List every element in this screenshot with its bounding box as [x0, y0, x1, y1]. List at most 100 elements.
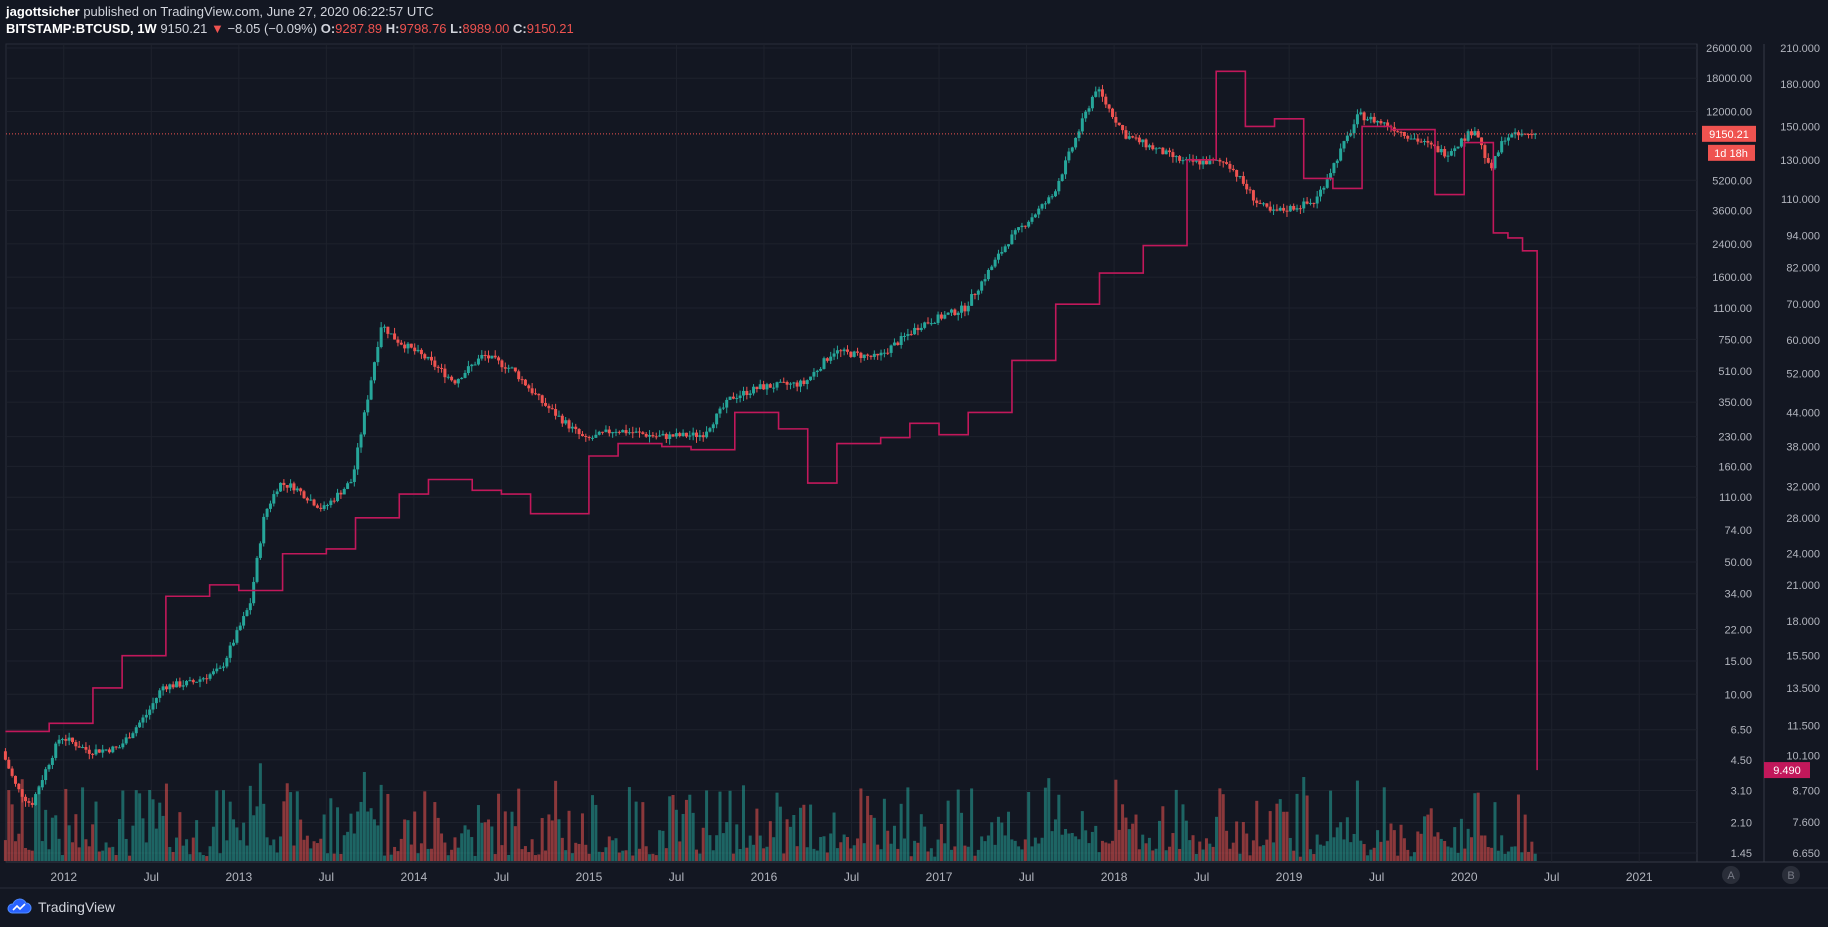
volume-bar: [134, 790, 138, 861]
candle-body: [151, 703, 155, 710]
volume-bar: [1000, 822, 1004, 861]
candle-body: [738, 395, 742, 399]
candle-body: [107, 749, 111, 753]
candle-body: [195, 681, 199, 683]
volume-bar: [1392, 830, 1396, 861]
candle-body: [97, 749, 101, 753]
candle-body: [1486, 157, 1490, 163]
footer-brand[interactable]: TradingView: [6, 898, 115, 916]
volume-bar: [1094, 825, 1098, 861]
candle-body: [346, 483, 350, 489]
volume-bar: [849, 848, 853, 861]
volume-bar: [728, 790, 732, 861]
volume-bar: [1077, 839, 1081, 861]
candle-body: [661, 433, 665, 436]
volume-bar: [1104, 842, 1108, 861]
candle-body: [503, 367, 507, 369]
candle-body: [77, 746, 81, 748]
time-axis-tick-label: Jul: [844, 870, 859, 884]
volume-bar: [614, 838, 618, 861]
candle-body: [232, 642, 236, 646]
volume-bar: [601, 852, 605, 861]
candle-body: [916, 327, 920, 331]
candle-body: [1513, 132, 1517, 135]
volume-bar: [812, 848, 816, 861]
candle-body: [238, 625, 242, 631]
volume-bar: [1198, 841, 1202, 861]
volume-bar: [1423, 816, 1427, 861]
candle-body: [1292, 205, 1296, 210]
left-axis-tick-label: 6.50: [1731, 725, 1752, 737]
volume-bar: [1402, 838, 1406, 861]
volume-bar: [631, 855, 635, 861]
candle-body: [268, 503, 272, 509]
author-name[interactable]: jagottsicher: [6, 4, 80, 19]
candle-body: [292, 483, 296, 491]
candle-body: [114, 746, 118, 748]
volume-bar: [1191, 835, 1195, 861]
volume-bar: [191, 837, 195, 861]
volume-bar: [594, 804, 598, 861]
candle-body: [614, 431, 618, 433]
volume-bar: [289, 792, 293, 861]
volume-bar: [265, 837, 269, 861]
symbol-name[interactable]: BITSTAMP:BTCUSD, 1W: [6, 21, 157, 36]
candle-body: [778, 381, 782, 383]
volume-bar: [366, 811, 370, 861]
volume-bar: [527, 852, 531, 861]
candle-body: [718, 408, 722, 414]
candle-body: [406, 343, 410, 349]
candle-body: [1493, 156, 1497, 169]
volume-bar: [664, 848, 668, 861]
candle-body: [497, 357, 501, 361]
candle-body: [1469, 131, 1473, 136]
volume-bar: [54, 815, 58, 861]
volume-bar: [939, 823, 943, 861]
volume-bar: [446, 855, 450, 861]
volume-bar: [859, 788, 863, 861]
auto-scale-button[interactable]: [1722, 866, 1740, 884]
volume-bar: [1204, 838, 1208, 861]
candle-body: [859, 352, 863, 359]
log-scale-button[interactable]: [1782, 866, 1800, 884]
candle-body: [785, 382, 789, 385]
volume-bar: [966, 846, 970, 861]
volume-bar: [1355, 780, 1359, 861]
volume-bar: [936, 839, 940, 861]
volume-bar: [923, 826, 927, 861]
candle-body: [54, 743, 58, 758]
candle-body: [695, 432, 699, 438]
candle-body: [852, 351, 856, 357]
volume-bar: [1020, 849, 1024, 861]
candle-body: [644, 433, 648, 437]
candle-body: [171, 684, 175, 688]
candle-body: [101, 749, 105, 753]
candle-body: [473, 364, 477, 366]
candle-body: [141, 717, 145, 723]
volume-bar: [1500, 835, 1504, 861]
volume-bar: [470, 837, 474, 861]
candle-body: [1409, 138, 1413, 140]
volume-bar: [604, 847, 608, 861]
volume-bar: [1050, 831, 1054, 861]
last-price: 9150.21: [160, 21, 208, 36]
candle-body: [1074, 137, 1078, 148]
volume-bar: [1211, 846, 1215, 861]
candle-body: [181, 685, 185, 687]
volume-bar: [691, 812, 695, 861]
candle-body: [1412, 138, 1416, 140]
candle-body: [178, 681, 182, 687]
volume-bar: [1322, 845, 1326, 861]
countdown-tag: [1708, 144, 1755, 161]
candle-body: [641, 432, 645, 434]
candle-body: [1480, 137, 1484, 146]
candle-body: [1265, 203, 1269, 207]
volume-bar: [547, 814, 551, 861]
volume-bar: [393, 846, 397, 861]
candle-body: [1372, 116, 1376, 123]
candle-body: [1037, 208, 1041, 215]
volume-bar: [567, 810, 571, 861]
candle-body: [909, 334, 913, 336]
axes: 26000.00 18000.00 12000.00 5200.00 3600.00 24…: [50, 43, 1820, 884]
